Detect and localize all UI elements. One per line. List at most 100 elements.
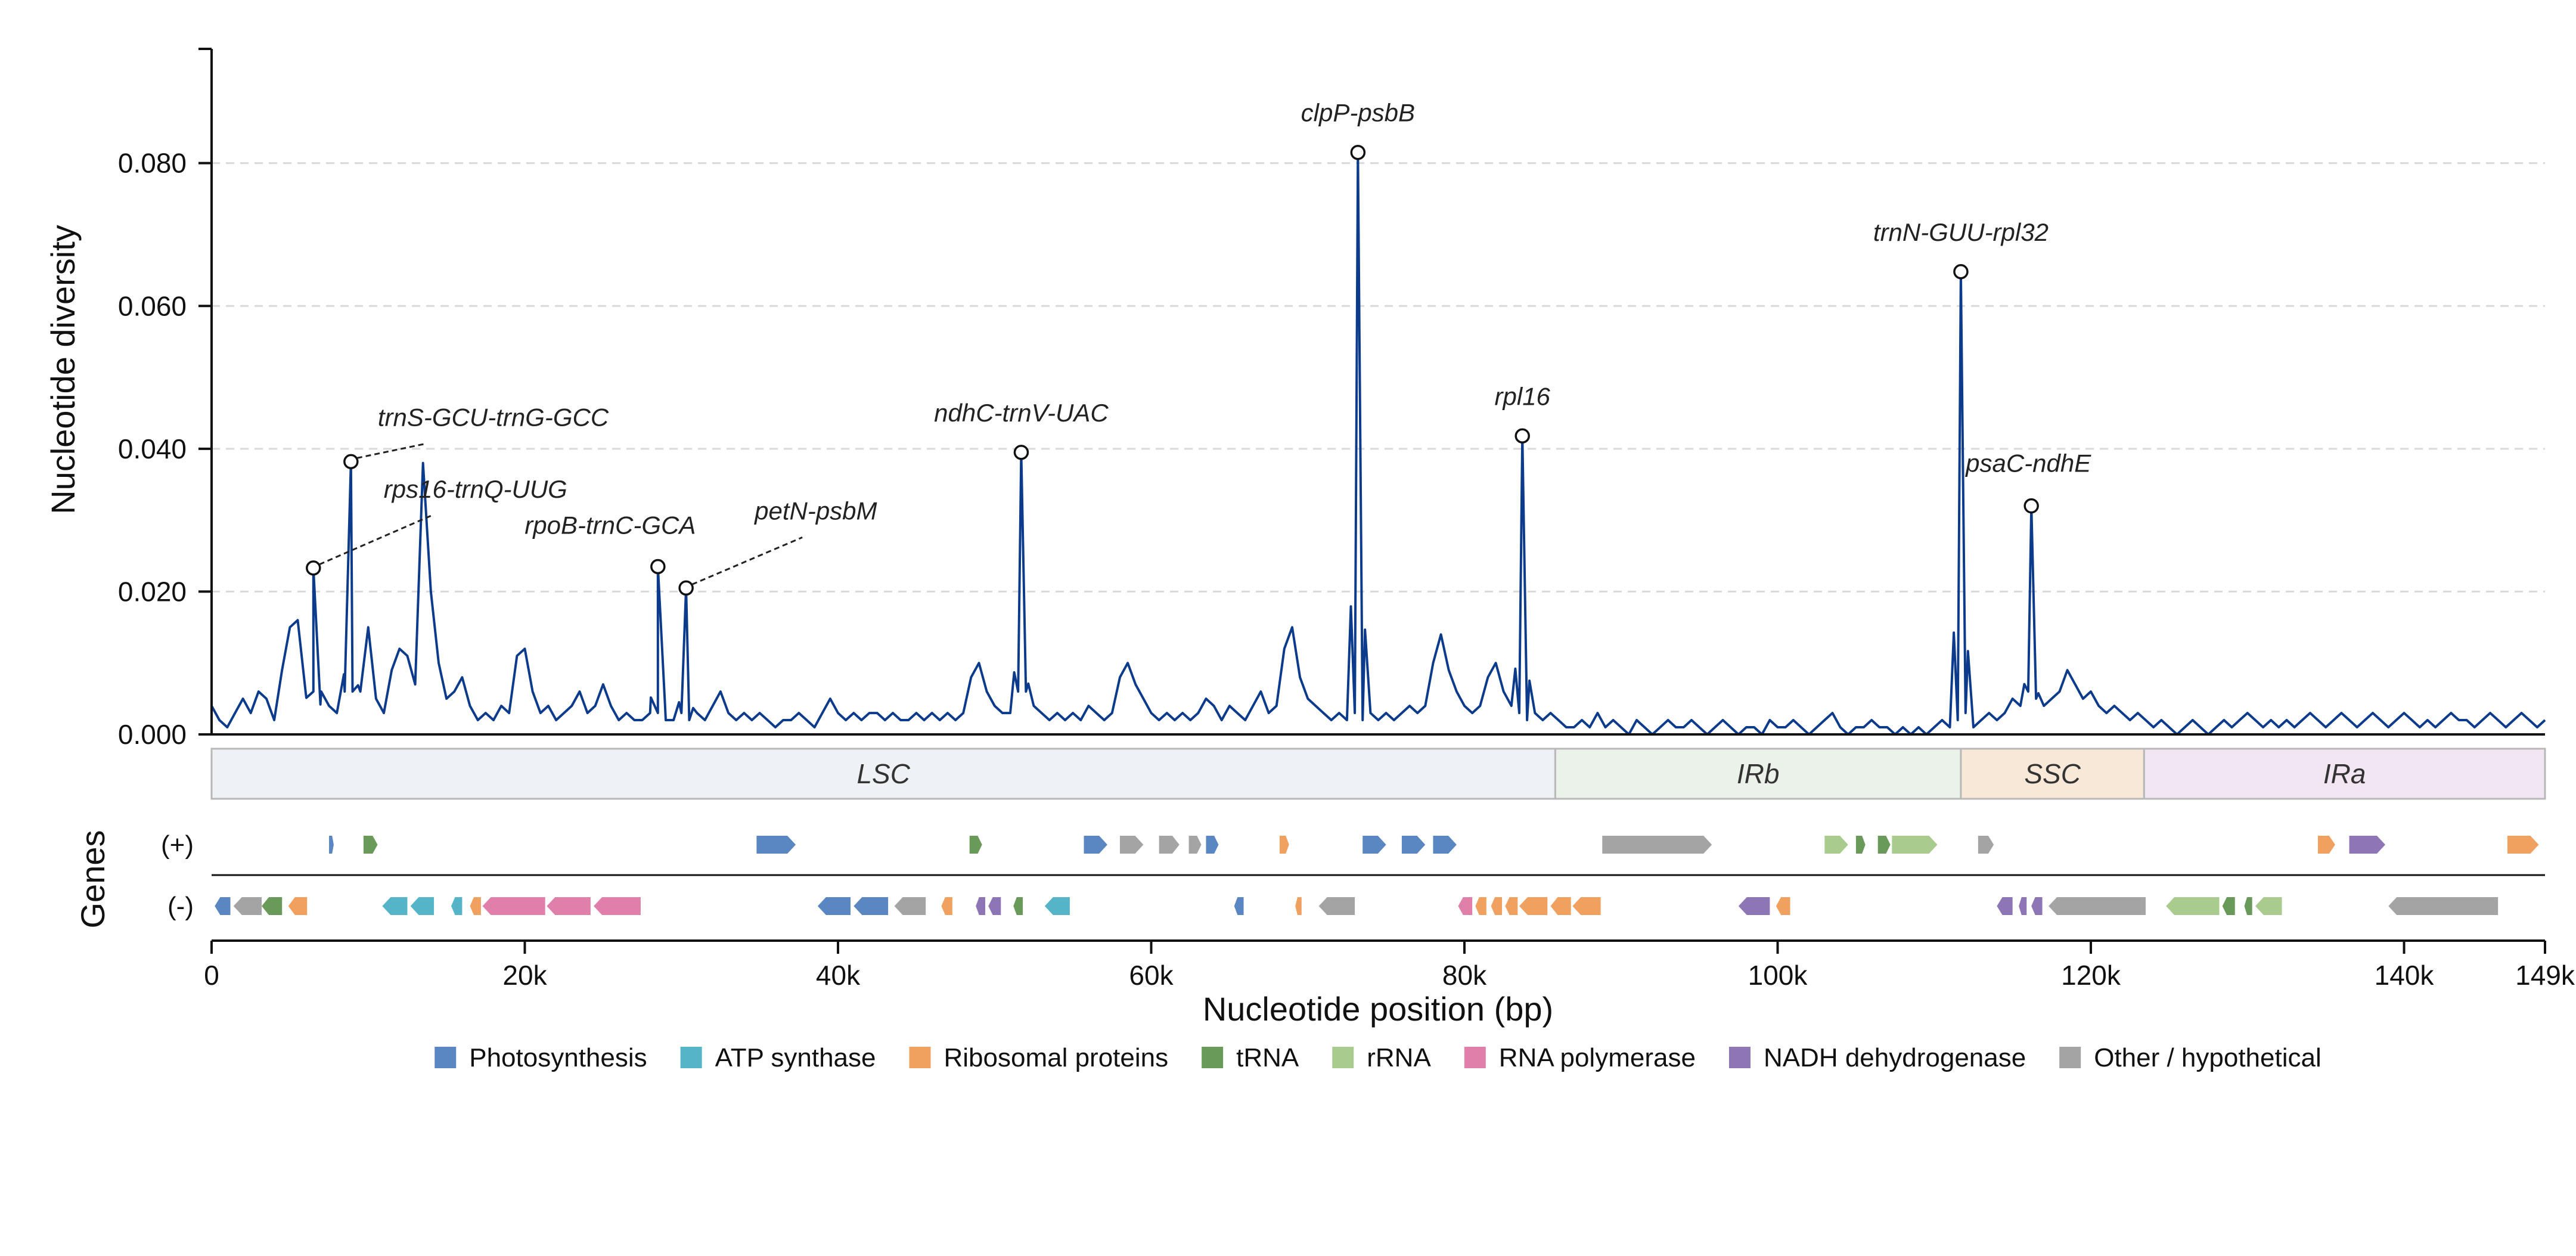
legend-label: Other / hypothetical — [2094, 1043, 2321, 1072]
x-tick-label: 100k — [1748, 960, 1808, 991]
gene-minus-other — [1318, 897, 1355, 915]
gene-plus-photosynthesis — [1084, 836, 1107, 854]
x-tick-label: 60k — [1129, 960, 1174, 991]
gene-minus-ribosomal — [1519, 897, 1548, 915]
peak-annotation: clpP-psbB — [1301, 99, 1415, 160]
y-tick-label: 0.000 — [118, 719, 187, 750]
peak-label: rps16-trnQ-UUG — [384, 475, 567, 503]
region-label: IRa — [2323, 758, 2366, 789]
peak-marker — [1953, 264, 1969, 280]
legend-item-other: Other / hypothetical — [2059, 1043, 2321, 1072]
peak-label: psaC-ndhE — [1964, 449, 2091, 477]
region-irb — [1554, 748, 1962, 800]
legend-item-ribosomal: Ribosomal proteins — [909, 1043, 1168, 1072]
y-tick-label: 0.040 — [118, 433, 187, 464]
peak-marker — [650, 559, 666, 575]
region-ssc — [1960, 748, 2145, 800]
region-label: SSC — [2024, 758, 2081, 789]
peak-annotation: petN-psbM — [678, 497, 877, 596]
y-tick-label: 0.020 — [118, 576, 187, 607]
region-band: LSC IRb SSC IRa — [210, 748, 2546, 800]
peak-annotation: trnS-GCU-trnG-GCC — [343, 403, 609, 470]
peak-annotations: trnS-GCU-trnG-GCC rps16-trnQ-UUG rpoB-trnC… — [306, 99, 2091, 596]
gene-minus-other — [894, 897, 926, 915]
gene-minus-trna — [2244, 897, 2252, 915]
gene-minus-rrna — [2166, 897, 2220, 915]
gene-plus-ribosomal — [2507, 836, 2539, 854]
gene-minus-ribosomal — [1505, 897, 1518, 915]
peak-marker — [678, 580, 694, 596]
legend-label: ATP synthase — [715, 1043, 876, 1072]
gene-minus-rnap — [482, 897, 545, 915]
peak-annotation: rps16-trnQ-UUG — [306, 475, 567, 576]
peak-label: petN-psbM — [753, 497, 877, 525]
gene-minus-rrna — [2255, 897, 2282, 915]
legend-swatch — [2059, 1047, 2081, 1068]
legend-item-rrna: rRNA — [1332, 1043, 1431, 1072]
gene-minus-atp — [410, 897, 434, 915]
gene-minus-photosynthesis — [817, 897, 851, 915]
gene-track-area: (+) (-) — [161, 830, 2545, 921]
legend-swatch — [909, 1047, 931, 1068]
gene-minus-other — [233, 897, 262, 915]
gene-minus-ribosomal — [470, 897, 481, 915]
gene-minus-atp — [1044, 897, 1070, 915]
y-axis-title: Nucleotide diversity — [44, 225, 82, 514]
gene-minus-nadh — [2019, 897, 2027, 915]
legend-swatch — [434, 1047, 457, 1068]
gene-plus-photosynthesis — [329, 836, 334, 854]
x-tick-label: 120k — [2061, 960, 2121, 991]
gene-plus-photosynthesis — [1363, 836, 1386, 854]
gene-plus-trna — [969, 836, 982, 854]
legend-swatch — [680, 1047, 702, 1068]
gene-plus-photosynthesis — [1401, 836, 1426, 854]
peak-marker — [306, 560, 321, 576]
gene-minus-photosynthesis — [215, 897, 231, 915]
gene-plus-other — [1159, 836, 1180, 854]
legend-item-trna: tRNA — [1202, 1043, 1299, 1072]
peak-label: rpl16 — [1495, 382, 1551, 410]
gene-minus-rnap — [594, 897, 641, 915]
gene-minus-photosynthesis — [1234, 897, 1244, 915]
legend-label: RNA polymerase — [1499, 1043, 1696, 1072]
peak-label: trnS-GCU-trnG-GCC — [378, 403, 609, 431]
peak-label: clpP-psbB — [1301, 99, 1415, 127]
gene-minus-nadh — [1738, 897, 1770, 915]
gene-minus-rnap — [1458, 897, 1473, 915]
gene-minus-nadh — [988, 897, 1001, 915]
peak-annotation: trnN-GUU-rpl32 — [1873, 218, 2049, 280]
peak-leader-line — [319, 514, 432, 566]
legend-label: Photosynthesis — [469, 1043, 647, 1072]
gene-minus-ribosomal — [1776, 897, 1790, 915]
gene-minus-other — [2388, 897, 2499, 915]
legend: Photosynthesis ATP synthase Ribosomal prot… — [434, 1043, 2321, 1072]
gene-minus-trna — [262, 897, 283, 915]
peak-annotation: ndhC-trnV-UAC — [934, 399, 1109, 460]
gene-plus-ribosomal — [1279, 836, 1289, 854]
gene-minus-ribosomal — [1295, 897, 1302, 915]
gene-minus-photosynthesis — [854, 897, 889, 915]
peak-label: rpoB-trnC-GCA — [524, 511, 696, 539]
gene-plus-nadh — [2349, 836, 2385, 854]
gene-minus-ribosomal — [941, 897, 952, 915]
gene-plus-photosynthesis — [1206, 836, 1219, 854]
gene-minus-atp — [382, 897, 408, 915]
legend-item-photosynthesis: Photosynthesis — [434, 1043, 647, 1072]
region-ira — [2143, 748, 2546, 800]
nucleotide-diversity-line — [210, 151, 2546, 736]
peak-marker — [2023, 498, 2039, 514]
gene-plus-trna — [1855, 836, 1866, 854]
gene-minus-nadh — [976, 897, 985, 915]
legend-swatch — [1728, 1047, 1751, 1068]
peak-marker — [1013, 445, 1029, 460]
peak-marker — [1350, 144, 1366, 160]
strand-label-minus: (-) — [167, 892, 194, 921]
diversity-line-layer — [210, 151, 2546, 736]
legend-label: tRNA — [1236, 1043, 1299, 1072]
gene-plus-photosynthesis — [1433, 836, 1457, 854]
x-tick-label: 149k — [2515, 960, 2575, 991]
strand-label-plus: (+) — [161, 830, 194, 860]
gene-plus-other — [1188, 836, 1202, 854]
